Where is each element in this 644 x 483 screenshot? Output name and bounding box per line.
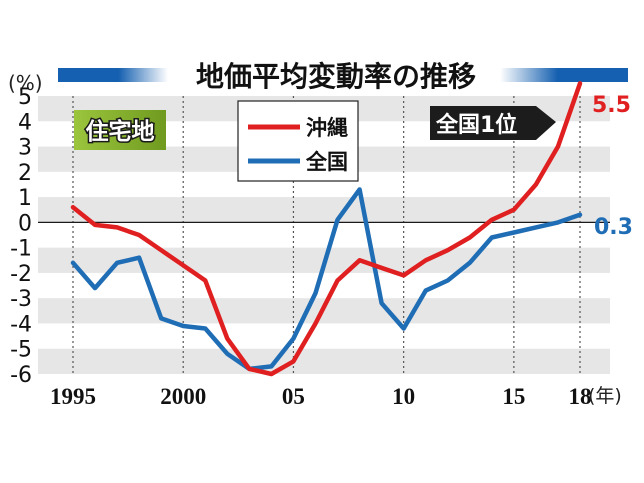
legend: 沖縄 全国 — [237, 100, 359, 182]
rank-annotation: 全国1位 — [430, 106, 556, 140]
grid-band — [38, 348, 610, 374]
y-tick-label: 1 — [18, 186, 32, 211]
x-unit-label: (年) — [588, 385, 622, 407]
end-label-national: 0.3 — [594, 215, 633, 240]
y-tick-label: -3 — [10, 287, 32, 312]
category-tag-bg — [74, 110, 166, 150]
y-unit-label: (%) — [8, 71, 43, 95]
y-tick-label: -1 — [10, 237, 32, 262]
x-tick-label: 18 — [569, 384, 592, 409]
x-tick-label: 2000 — [160, 384, 206, 409]
legend-box — [237, 100, 359, 182]
y-tick-label: 0 — [18, 211, 32, 236]
x-tick-label: 10 — [392, 384, 415, 409]
y-tick-label: -4 — [10, 312, 32, 337]
legend-label-okinawa: 沖縄 — [306, 116, 348, 140]
rank-annotation-text: 全国1位 — [435, 112, 517, 138]
title-bar-right — [500, 68, 628, 82]
x-tick-labels: 1995 2000 05 10 15 18 — [50, 384, 592, 409]
y-tick-label: -2 — [10, 262, 32, 287]
y-tick-label: -6 — [10, 363, 32, 388]
y-tick-label: 4 — [18, 110, 32, 135]
legend-label-national: 全国 — [305, 150, 348, 174]
x-tick-label: 1995 — [50, 384, 96, 409]
y-tick-label: 3 — [18, 136, 32, 161]
x-tick-label: 05 — [282, 384, 305, 409]
rank-annotation-bg — [430, 106, 556, 140]
y-tick-label: 5 — [18, 85, 32, 110]
y-tick-label: -5 — [10, 338, 32, 363]
x-tick-label: 15 — [502, 384, 525, 409]
series-line-national — [70, 187, 583, 372]
end-label-okinawa: 5.5 — [592, 93, 631, 118]
y-tick-label: 2 — [18, 161, 32, 186]
series-line-okinawa — [70, 81, 583, 377]
chart-title: 地価平均変動率の推移 — [196, 60, 476, 93]
title-bar-left — [58, 68, 168, 82]
category-tag: 住宅地 — [86, 118, 155, 145]
